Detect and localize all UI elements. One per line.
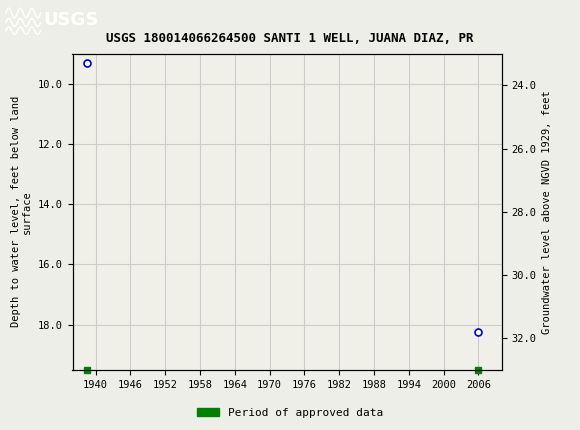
Y-axis label: Depth to water level, feet below land
surface: Depth to water level, feet below land su… xyxy=(10,96,32,327)
Text: USGS: USGS xyxy=(44,12,99,29)
Text: USGS 180014066264500 SANTI 1 WELL, JUANA DIAZ, PR: USGS 180014066264500 SANTI 1 WELL, JUANA… xyxy=(106,32,474,45)
Y-axis label: Groundwater level above NGVD 1929, feet: Groundwater level above NGVD 1929, feet xyxy=(542,90,552,334)
Legend: Period of approved data: Period of approved data xyxy=(193,403,387,422)
